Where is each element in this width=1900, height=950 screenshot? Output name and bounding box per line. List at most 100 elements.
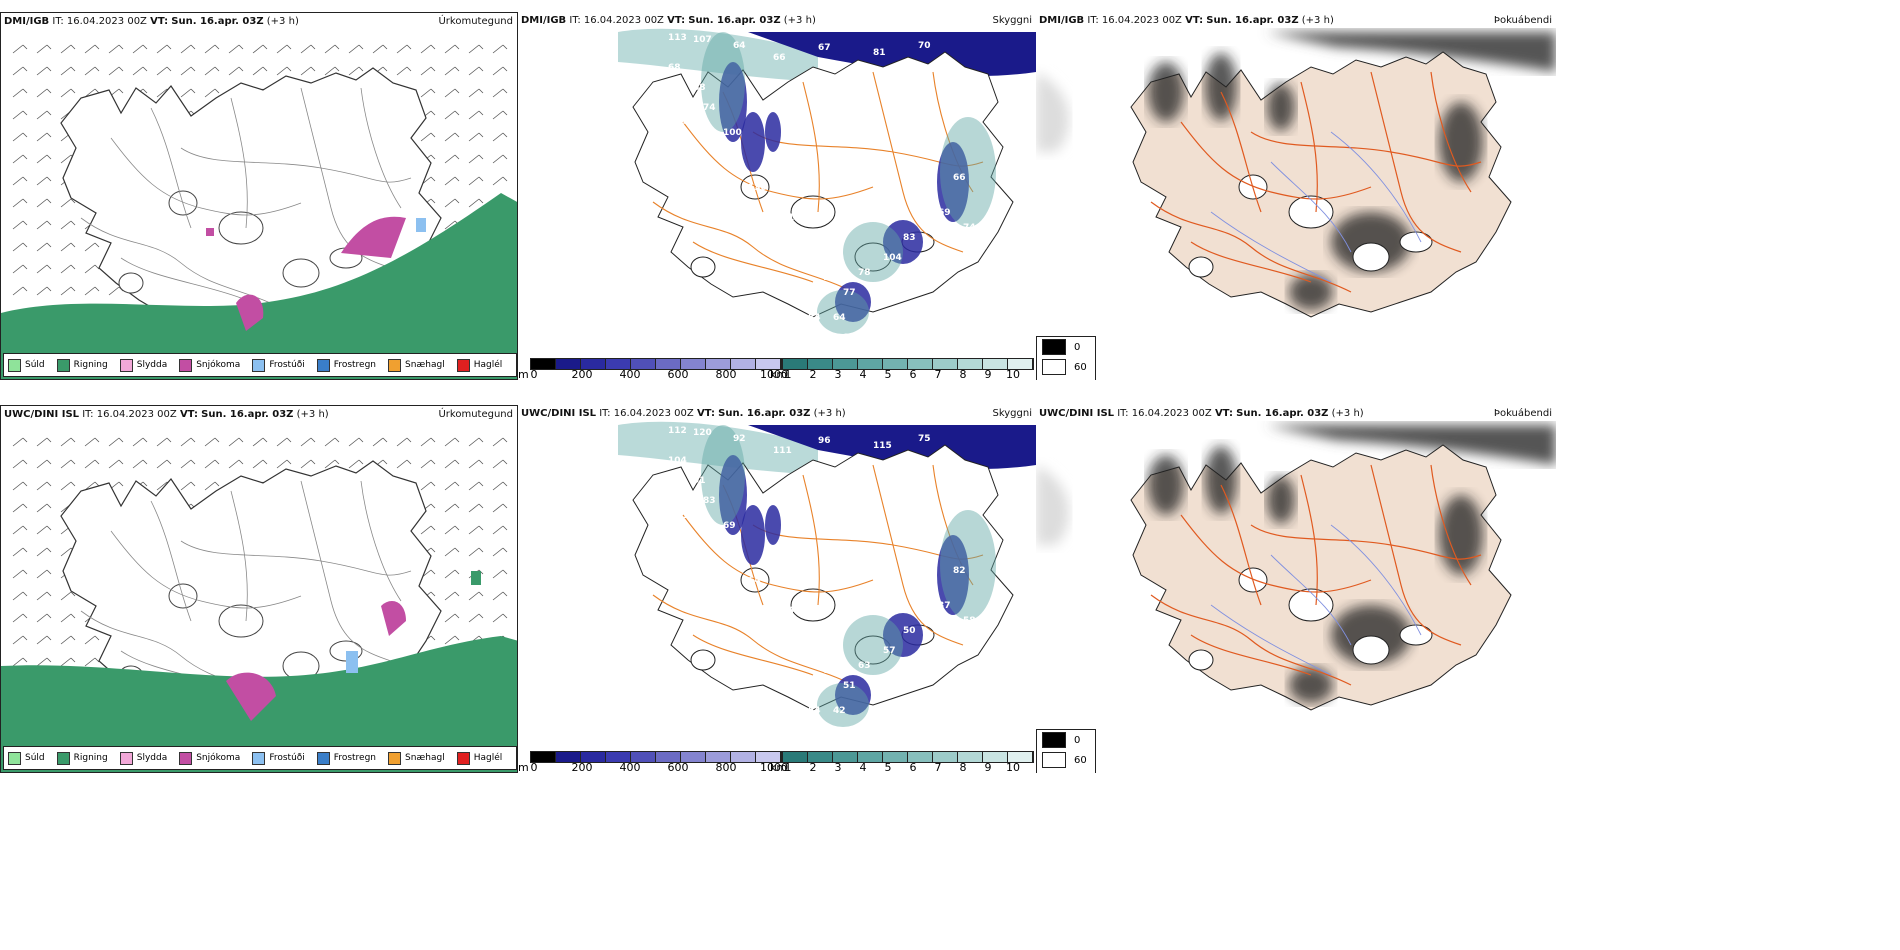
colorbar-tick: 800 — [715, 368, 737, 380]
colorbar-segment — [606, 359, 631, 369]
colorbar-tick: 400 — [619, 368, 641, 380]
legend-item: Haglél — [456, 751, 503, 765]
glacier-outline — [1352, 635, 1390, 665]
road-line — [802, 474, 820, 606]
road-line — [652, 594, 854, 686]
wind-barb — [60, 198, 76, 208]
road-line — [692, 241, 814, 283]
road-line — [180, 540, 412, 576]
wind-barb — [60, 242, 76, 252]
colorbar-segments — [782, 358, 1034, 370]
colorbar-segments — [530, 358, 782, 370]
wind-barb — [60, 657, 76, 667]
wind-barb — [468, 503, 484, 513]
colorbar-segment — [858, 359, 883, 369]
colorbar-segment — [933, 359, 958, 369]
legend-label: Haglél — [473, 360, 503, 370]
road-line — [230, 490, 248, 622]
field-name: Þokuábendi — [1493, 408, 1552, 419]
wind-barb — [276, 459, 292, 469]
colorbar-segment — [783, 752, 808, 762]
wind-barb — [204, 66, 220, 76]
road-line — [1430, 464, 1472, 586]
colorbar-unit: km — [770, 368, 788, 380]
colorbar-tick: 3 — [834, 761, 842, 773]
legend-label: Snæhagl — [405, 360, 445, 370]
road-line — [1430, 71, 1472, 193]
colorbar-tick: 6 — [909, 368, 917, 380]
colorbar-segment — [656, 359, 681, 369]
init-label: IT: — [52, 16, 64, 27]
low-cloud-area — [719, 455, 747, 535]
wind-barb — [60, 286, 76, 296]
glacier-outline — [690, 649, 716, 671]
precip-map — [1, 44, 517, 379]
model-name: DMI/IGB — [4, 16, 50, 27]
height-colorbar: m 0 200 400 600 800 1000 — [518, 354, 788, 380]
wind-barb — [36, 154, 52, 164]
cloud-height-label: 64 — [748, 576, 761, 586]
wind-barb — [36, 503, 52, 513]
low-cloud-area — [741, 505, 765, 565]
cloud-height-label: 91 — [693, 476, 706, 486]
colorbar-segment — [681, 752, 706, 762]
wind-barb — [180, 44, 196, 54]
wind-barb — [300, 66, 316, 76]
wind-barb — [276, 44, 292, 54]
cloud-height-label: 113 — [668, 33, 687, 43]
cloud-height-label: 81 — [873, 48, 886, 58]
wind-barb — [492, 132, 508, 142]
legend-swatch — [1042, 752, 1066, 768]
freezing-drizzle-area — [346, 651, 358, 673]
wind-barb — [36, 198, 52, 208]
cloud-height-label: 74 — [963, 223, 976, 233]
low-visibility-area — [618, 28, 818, 82]
init-time: 16.04.2023 00Z — [583, 15, 664, 26]
wind-barb — [60, 613, 76, 623]
glacier-outline — [1288, 588, 1334, 622]
wind-barb — [444, 437, 460, 447]
colorbar-segment — [833, 359, 858, 369]
cloud-height-label: 110 — [913, 556, 932, 566]
glacier-outline — [282, 258, 320, 288]
wind-barb — [468, 613, 484, 623]
init-label: IT: — [1087, 15, 1099, 26]
colorbar-segment — [783, 359, 808, 369]
cloud-height-label: 108 — [823, 273, 842, 283]
wind-barb — [444, 176, 460, 186]
precip-panel-row1: DMI/IGB IT: 16.04.2023 00Z VT: Sun. 16.a… — [0, 12, 518, 380]
wind-barb — [36, 635, 52, 645]
wind-barb — [12, 525, 28, 535]
wind-barb — [12, 569, 28, 579]
glacier-outline — [1188, 256, 1214, 278]
wind-barb — [84, 264, 100, 274]
valid-time: Sun. 16.apr. 03Z — [171, 16, 264, 27]
colorbar-tick: 200 — [571, 368, 593, 380]
wind-barb — [132, 44, 148, 54]
wind-barb — [132, 459, 148, 469]
cloud-height-label: 69 — [723, 521, 736, 531]
wind-barb — [12, 437, 28, 447]
low-visibility-area — [817, 290, 869, 334]
cloud-height-label: 40 — [788, 606, 801, 616]
valid-time: Sun. 16.apr. 03Z — [688, 15, 781, 26]
wind-barb — [84, 657, 100, 667]
wind-barb — [36, 88, 52, 98]
wind-barb — [12, 44, 28, 54]
lead-time: (+3 h) — [813, 408, 846, 419]
wind-barb — [36, 481, 52, 491]
wind-barb — [492, 44, 508, 54]
wind-barb — [60, 44, 76, 54]
fog-area — [1148, 62, 1184, 122]
cloudbase-map — [1036, 32, 1556, 318]
wind-barb — [252, 44, 268, 54]
legend-swatch — [316, 751, 330, 765]
valid-label: VT: — [1185, 15, 1204, 26]
legend-item: Frostregn — [316, 358, 376, 372]
legend-label: Haglél — [473, 753, 503, 763]
river-line — [1210, 211, 1332, 283]
legend-label: Súld — [25, 753, 45, 763]
cloud-height-label: 113 — [708, 143, 727, 153]
road-line — [1150, 201, 1352, 293]
